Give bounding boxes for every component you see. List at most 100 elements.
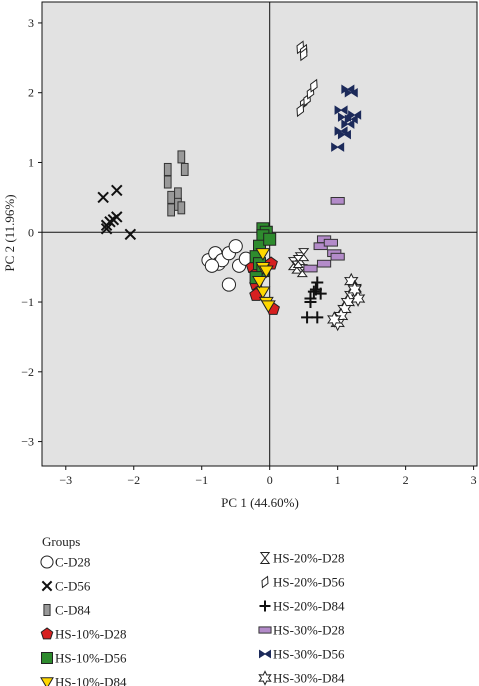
x-axis-title: PC 1 (44.60%) — [221, 495, 299, 510]
series-HS-30%-D28 — [303, 196, 345, 273]
data-point — [311, 311, 324, 324]
y-tick-label: −2 — [21, 365, 34, 379]
legend-label: HS-20%-D28 — [273, 551, 345, 566]
data-point — [296, 103, 305, 118]
data-point — [228, 239, 243, 254]
series-HS-20%-D84 — [301, 276, 327, 324]
data-point — [124, 228, 137, 241]
data-point — [163, 175, 172, 189]
series-HS-10%-D84 — [252, 248, 276, 314]
series-C-D84 — [163, 150, 189, 217]
legend-label: HS-20%-D84 — [273, 599, 345, 614]
data-point — [311, 276, 324, 289]
data-point — [163, 162, 172, 176]
legend-label: HS-30%-D56 — [273, 647, 345, 662]
legend-label: C-D28 — [55, 555, 90, 570]
y-tick-label: 2 — [28, 86, 34, 100]
data-point — [316, 259, 332, 268]
data-point — [260, 300, 276, 314]
y-tick-label: 1 — [28, 155, 34, 169]
data-point — [299, 47, 308, 62]
legend-marker — [40, 555, 54, 569]
data-point — [307, 285, 320, 298]
x-tick-label: 0 — [267, 473, 273, 487]
legend-marker — [259, 600, 271, 612]
data-point — [330, 252, 345, 261]
legend-label: HS-30%-D84 — [273, 671, 345, 686]
data-point — [111, 184, 123, 197]
legend-marker — [259, 552, 271, 564]
data-point — [167, 203, 176, 217]
series-HS-30%-D56 — [331, 84, 362, 152]
series-HS-20%-D56 — [296, 40, 318, 118]
data-point — [330, 196, 345, 205]
series-C-D56 — [97, 184, 137, 241]
data-point — [331, 142, 345, 152]
x-tick-label: −3 — [59, 473, 72, 487]
x-tick-label: 1 — [335, 473, 341, 487]
legend-marker — [41, 652, 53, 664]
legend-marker — [259, 649, 271, 659]
data-point — [292, 255, 304, 269]
y-tick-label: −1 — [21, 295, 34, 309]
x-tick-label: −1 — [195, 473, 208, 487]
y-tick-label: −3 — [21, 435, 34, 449]
series-HS-20%-D28 — [287, 248, 310, 278]
data-point — [301, 311, 314, 324]
x-tick-label: 3 — [471, 473, 477, 487]
data-point — [334, 126, 348, 136]
legend-marker — [261, 575, 269, 589]
data-point — [341, 119, 355, 129]
data-point — [204, 258, 220, 273]
legend-label: HS-10%-D56 — [55, 651, 127, 666]
legend-label: HS-10%-D84 — [55, 675, 127, 686]
data-point — [252, 275, 267, 289]
data-point — [180, 162, 189, 176]
y-tick-label: 0 — [28, 225, 34, 239]
data-point — [304, 296, 317, 309]
data-point — [221, 277, 237, 292]
data-point — [97, 191, 109, 204]
data-point — [177, 201, 186, 215]
data-point — [258, 265, 274, 279]
legend-label: HS-20%-D56 — [273, 575, 345, 590]
data-point — [347, 281, 362, 298]
data-point — [177, 150, 186, 164]
y-tick-label: 3 — [28, 16, 34, 30]
legend: C-D28 C-D56 C-D84 HS-10%-D28 HS-10%-D56 HS-10… — [40, 551, 345, 686]
data-point — [327, 311, 342, 328]
data-point — [348, 110, 362, 120]
x-tick-label: 2 — [403, 473, 409, 487]
data-point — [310, 78, 318, 93]
data-point — [111, 211, 123, 223]
y-axis-title: PC 2 (11.96%) — [2, 194, 17, 271]
legend-title: Groups — [42, 534, 80, 549]
series-HS-30%-D84 — [327, 272, 366, 332]
data-point — [303, 264, 318, 273]
data-point — [263, 232, 277, 246]
legend-label: C-D84 — [55, 603, 91, 618]
legend-marker — [40, 627, 54, 640]
data-point — [323, 238, 338, 247]
legend-marker — [258, 626, 272, 634]
data-point — [255, 286, 271, 300]
legend-label: HS-10%-D28 — [55, 627, 127, 642]
data-point — [350, 290, 366, 307]
legend-label: C-D56 — [55, 579, 91, 594]
legend-marker — [41, 580, 53, 592]
legend-label: HS-30%-D28 — [273, 623, 345, 638]
data-point — [255, 248, 271, 261]
data-point — [167, 190, 176, 204]
data-point — [337, 129, 351, 140]
data-point — [309, 283, 322, 296]
series-C-D28 — [201, 239, 254, 292]
legend-marker — [43, 604, 51, 616]
data-point — [100, 223, 113, 235]
data-point — [296, 40, 305, 55]
legend-marker — [40, 677, 54, 686]
data-point — [334, 105, 348, 115]
legend-marker — [258, 670, 272, 686]
data-point — [344, 87, 358, 98]
x-tick-label: −2 — [127, 473, 140, 487]
